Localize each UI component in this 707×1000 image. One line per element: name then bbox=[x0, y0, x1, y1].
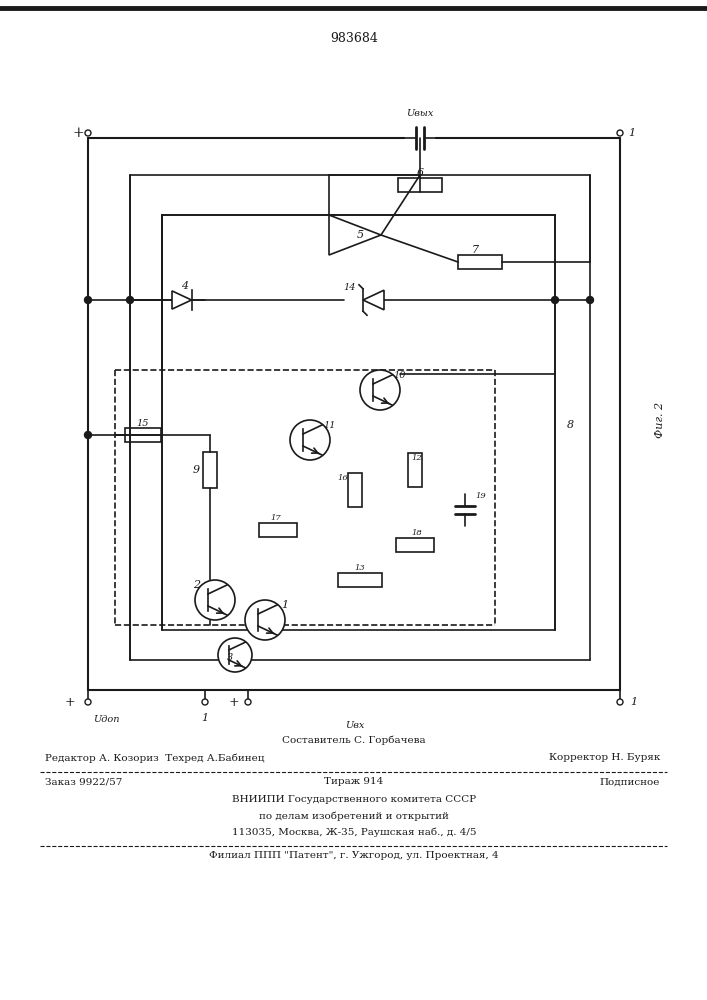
Text: 1: 1 bbox=[629, 128, 636, 138]
Text: Редактор А. Козориз  Техред А.Бабинец: Редактор А. Козориз Техред А.Бабинец bbox=[45, 753, 264, 763]
Text: 9: 9 bbox=[192, 465, 199, 475]
Text: 3: 3 bbox=[227, 652, 233, 662]
Text: Составитель С. Горбачева: Составитель С. Горбачева bbox=[282, 735, 426, 745]
Text: 1: 1 bbox=[201, 713, 209, 723]
Text: Филиал ППП "Патент", г. Ужгород, ул. Проектная, 4: Филиал ППП "Патент", г. Ужгород, ул. Про… bbox=[209, 852, 499, 860]
Text: Заказ 9922/57: Заказ 9922/57 bbox=[45, 778, 122, 786]
Text: +: + bbox=[228, 696, 239, 708]
Text: 4: 4 bbox=[182, 281, 189, 291]
Circle shape bbox=[587, 296, 593, 304]
Text: 14: 14 bbox=[344, 284, 356, 292]
Text: 983684: 983684 bbox=[330, 31, 378, 44]
Bar bbox=[203, 452, 217, 488]
Text: 7: 7 bbox=[472, 245, 479, 255]
Circle shape bbox=[127, 296, 134, 304]
Text: 5: 5 bbox=[356, 230, 363, 240]
Text: 1: 1 bbox=[631, 697, 638, 707]
Circle shape bbox=[245, 699, 251, 705]
Bar bbox=[396, 538, 434, 552]
Circle shape bbox=[195, 580, 235, 620]
Text: 17: 17 bbox=[271, 514, 281, 522]
Bar bbox=[398, 178, 442, 192]
Circle shape bbox=[85, 296, 91, 304]
Polygon shape bbox=[172, 291, 192, 309]
Text: 8: 8 bbox=[567, 420, 574, 430]
Text: +: + bbox=[64, 696, 76, 708]
Circle shape bbox=[617, 699, 623, 705]
Bar bbox=[408, 453, 422, 487]
Bar bbox=[458, 255, 502, 269]
Text: 15: 15 bbox=[136, 418, 149, 428]
Bar bbox=[259, 523, 297, 537]
Text: 10: 10 bbox=[394, 371, 407, 380]
Text: 11: 11 bbox=[324, 422, 337, 430]
Text: Uдоп: Uдоп bbox=[93, 716, 119, 724]
Text: 2: 2 bbox=[194, 580, 201, 590]
Text: Фиг. 2: Фиг. 2 bbox=[655, 402, 665, 438]
Text: Подписное: Подписное bbox=[600, 778, 660, 786]
Text: 16: 16 bbox=[338, 474, 349, 482]
Text: Uвх: Uвх bbox=[345, 720, 365, 730]
Circle shape bbox=[202, 699, 208, 705]
Polygon shape bbox=[363, 290, 384, 310]
Text: по делам изобретений и открытий: по делам изобретений и открытий bbox=[259, 811, 449, 821]
Text: 13: 13 bbox=[355, 564, 366, 572]
Bar bbox=[338, 573, 382, 587]
Circle shape bbox=[551, 296, 559, 304]
Circle shape bbox=[290, 420, 330, 460]
Circle shape bbox=[85, 130, 91, 136]
Circle shape bbox=[245, 600, 285, 640]
Bar bbox=[348, 473, 362, 507]
Text: 12: 12 bbox=[411, 454, 422, 462]
Text: Тираж 914: Тираж 914 bbox=[325, 778, 384, 786]
Circle shape bbox=[85, 432, 91, 438]
Text: 6: 6 bbox=[416, 168, 423, 178]
Text: 1: 1 bbox=[281, 600, 288, 610]
Bar bbox=[125, 428, 161, 442]
Text: +: + bbox=[72, 126, 84, 140]
Circle shape bbox=[85, 699, 91, 705]
Text: 113035, Москва, Ж-35, Раушская наб., д. 4/5: 113035, Москва, Ж-35, Раушская наб., д. … bbox=[232, 827, 477, 837]
Circle shape bbox=[360, 370, 400, 410]
Circle shape bbox=[617, 130, 623, 136]
Text: ВНИИПИ Государственного комитета СССР: ВНИИПИ Государственного комитета СССР bbox=[232, 796, 476, 804]
Text: 19: 19 bbox=[476, 492, 486, 500]
Text: Корректор Н. Буряк: Корректор Н. Буряк bbox=[549, 754, 660, 762]
Text: Uвых: Uвых bbox=[407, 108, 433, 117]
Polygon shape bbox=[329, 215, 381, 255]
Circle shape bbox=[218, 638, 252, 672]
Text: 18: 18 bbox=[411, 529, 422, 537]
